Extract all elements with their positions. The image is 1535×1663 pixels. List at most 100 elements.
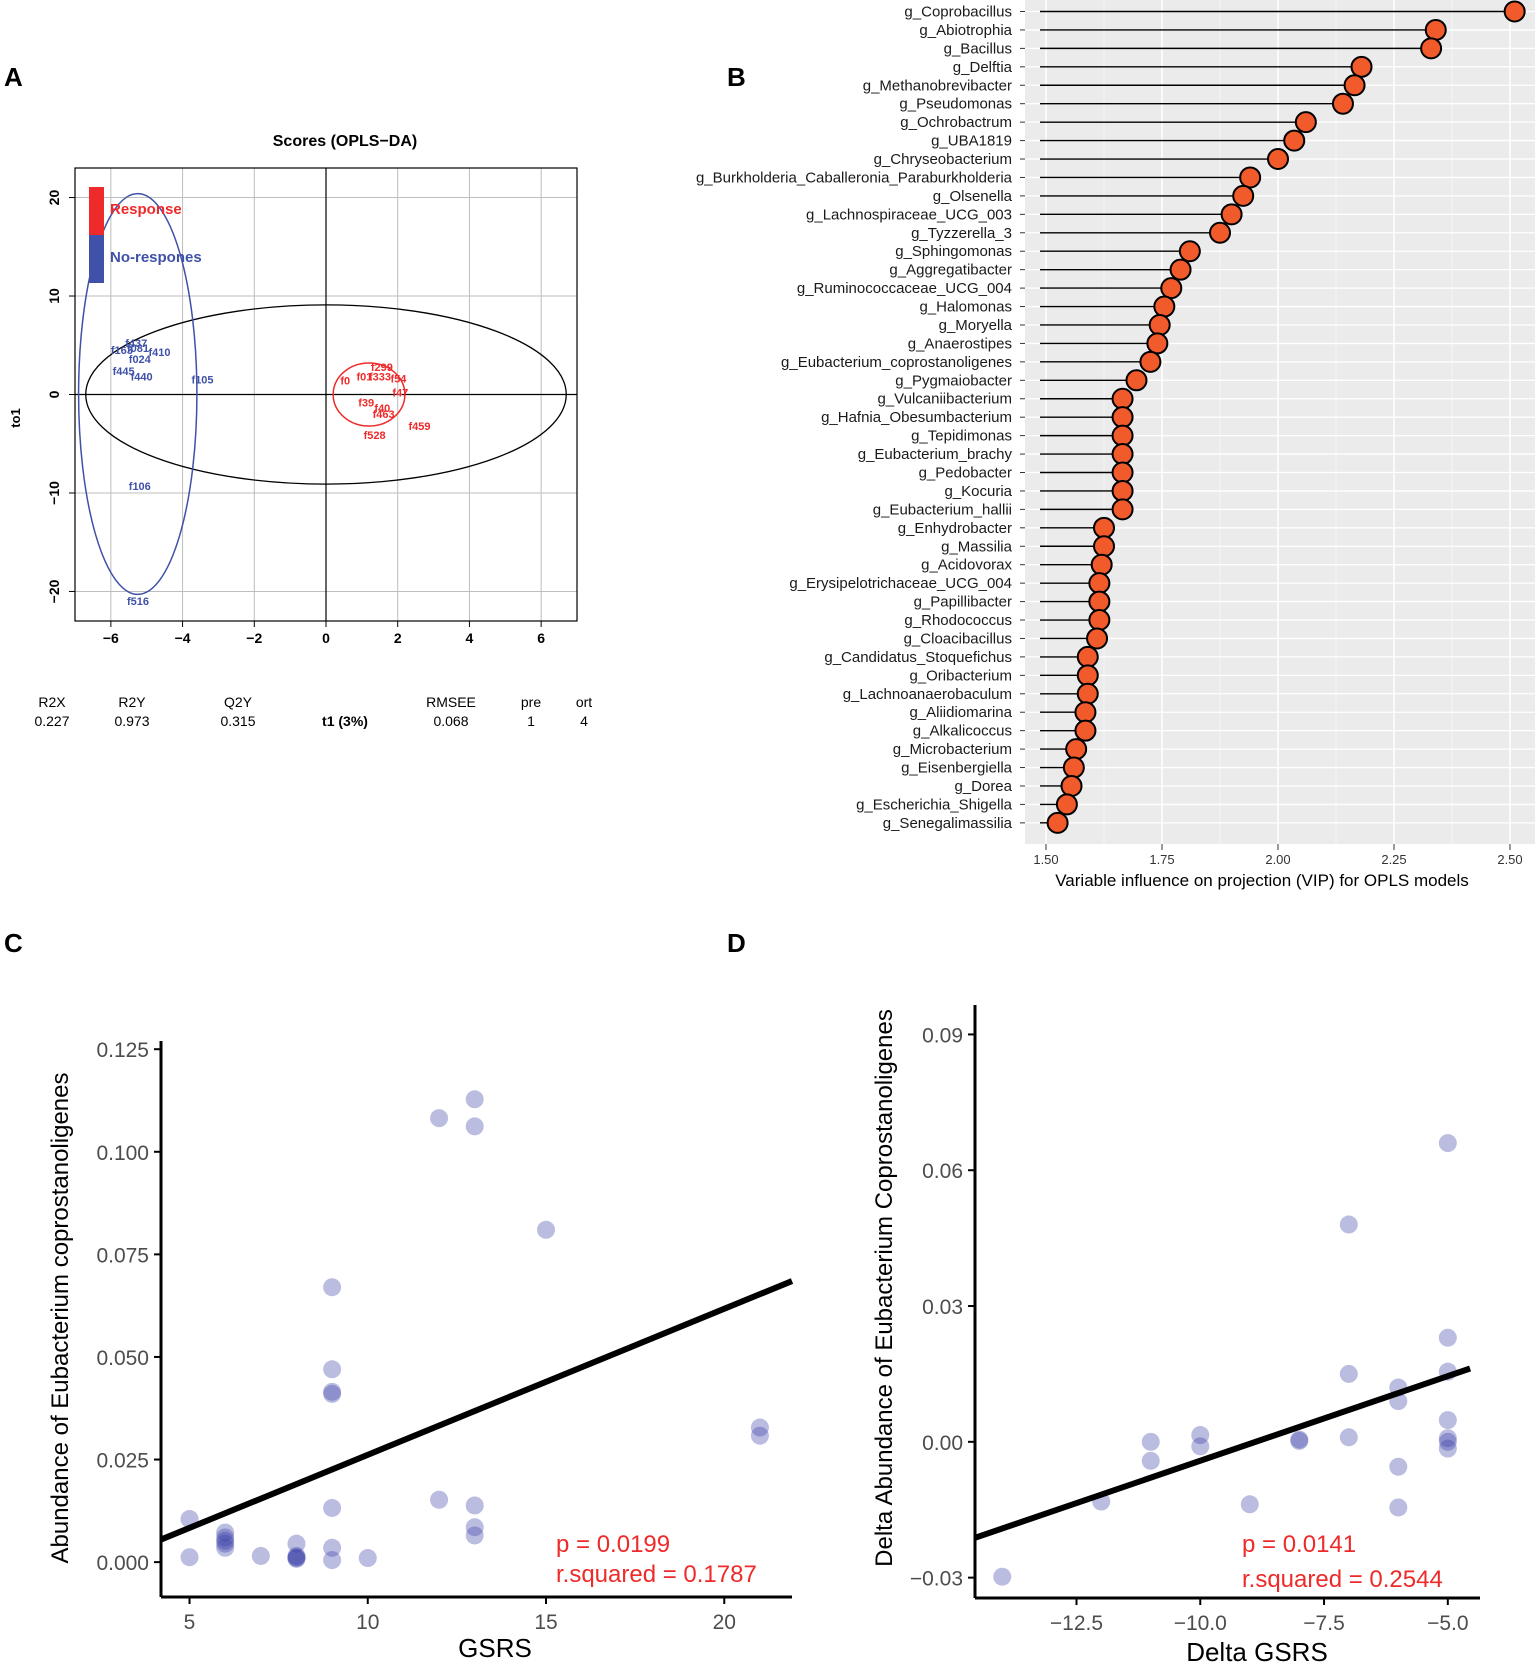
b-point	[1074, 701, 1097, 724]
b-category-label: g_Aliidiomarina	[909, 704, 1012, 721]
legend-label-no-response: No-respones	[110, 249, 202, 266]
stat-header-r2x: R2X	[38, 694, 66, 710]
c-point	[180, 1548, 199, 1567]
panel-d-axes: −12.5 −10.0 −7.5 −5.0 −0.03 0.00 0.03 0.06 0.09	[910, 1005, 1480, 1635]
d-point	[1141, 1451, 1160, 1470]
c-point	[216, 1538, 235, 1557]
b-category-label: g_Burkholderia_Caballeronia_Paraburkhold…	[696, 169, 1013, 186]
a-no-response-point: f105	[192, 375, 214, 387]
c-point	[323, 1384, 342, 1403]
d-y-tick-label: −0.03	[910, 1568, 963, 1591]
b-point	[1139, 350, 1162, 373]
panel-c-x-axis-label: GSRS	[458, 1633, 532, 1663]
d-y-tick-label: 0.06	[922, 1160, 963, 1183]
b-category-label: g_Eisenbergiella	[901, 760, 1013, 777]
panel-label-c: C	[4, 928, 23, 958]
b-category-label: g_Pseudomonas	[899, 96, 1012, 113]
b-category-label: g_Kocuria	[944, 483, 1012, 500]
c-x-tick-label: 10	[356, 1611, 379, 1634]
b-category-label: g_Ochrobactrum	[900, 114, 1012, 131]
d-point	[1438, 1439, 1457, 1458]
b-category-label: g_Anaerostipes	[908, 335, 1012, 352]
d-y-tick-label: 0.03	[922, 1296, 963, 1319]
b-point	[1111, 443, 1134, 466]
panel-d-r-squared: r.squared = 0.2544	[1242, 1566, 1443, 1593]
panel-c-y-axis-label: Abundance of Eubacterium coprostanoligen…	[47, 1073, 74, 1564]
c-point	[216, 1531, 235, 1550]
d-point	[1141, 1432, 1160, 1451]
c-point	[323, 1498, 342, 1517]
b-point	[1146, 332, 1169, 355]
d-point	[993, 1567, 1012, 1586]
b-point	[1086, 627, 1109, 650]
stat-header-rmsee: RMSEE	[426, 694, 476, 710]
b-point	[1090, 553, 1113, 576]
d-point	[1438, 1432, 1457, 1451]
b-category-label: g_Hafnia_Obesumbacterium	[821, 409, 1012, 426]
b-point	[1209, 221, 1231, 244]
d-point	[1191, 1426, 1210, 1445]
b-point	[1065, 738, 1088, 761]
b-category-label: g_Pygmaiobacter	[895, 372, 1012, 389]
panel-a-y-axis-label: to1	[8, 408, 23, 428]
b-category-label: g_Massilia	[941, 538, 1013, 555]
c-point	[465, 1117, 484, 1136]
a-response-point: f463	[373, 409, 395, 421]
b-category-label: g_Aggregatibacter	[889, 262, 1012, 279]
c-point	[465, 1518, 484, 1537]
c-y-tick-label: 0.100	[96, 1142, 149, 1165]
a-y-tick-label: 10	[46, 288, 62, 304]
b-category-label: g_Pedobacter	[919, 465, 1012, 482]
c-point	[323, 1382, 342, 1401]
a-no-response-point: f440	[131, 372, 153, 384]
a-x-tick-label: 6	[537, 630, 545, 646]
d-point	[1240, 1495, 1259, 1514]
panel-label-a: A	[4, 62, 23, 92]
d-point	[1290, 1431, 1309, 1450]
panel-a-legend: Response No-respones	[89, 187, 202, 283]
c-point	[465, 1526, 484, 1545]
panel-b-x-axis-label: Variable influence on projection (VIP) f…	[1055, 871, 1469, 890]
b-point	[1111, 406, 1134, 429]
b-category-label: g_Vulcaniibacterium	[877, 391, 1012, 408]
panel-c-axes: 5 10 15 20 0.000 0.025 0.050 0.075 0.100 0.125	[96, 1039, 792, 1634]
c-point	[287, 1548, 306, 1567]
legend-label-response: Response	[110, 201, 182, 218]
a-x-tick-label: 4	[466, 630, 474, 646]
b-category-label: g_Tepidimonas	[911, 428, 1012, 445]
c-x-tick-label: 15	[534, 1611, 557, 1634]
a-response-point: f54	[391, 374, 408, 386]
b-category-label: g_Ruminococcaceae_UCG_004	[797, 280, 1012, 297]
b-category-label: g_Cloacibacillus	[904, 630, 1012, 647]
c-y-tick-label: 0.050	[96, 1347, 149, 1370]
b-x-tick-label: 2.00	[1265, 852, 1290, 867]
b-category-label: g_Delftia	[953, 59, 1013, 76]
b-point	[1055, 793, 1078, 816]
b-category-label: g_Senegalimassilia	[883, 815, 1013, 832]
b-category-label: g_Microbacterium	[893, 741, 1012, 758]
b-point	[1111, 479, 1134, 502]
c-point	[216, 1523, 235, 1542]
d-point	[1438, 1411, 1457, 1430]
b-point	[1283, 129, 1306, 152]
b-point	[1093, 535, 1115, 558]
b-point	[1111, 424, 1134, 447]
b-category-label: g_Abiotrophia	[919, 22, 1012, 39]
d-point	[1438, 1328, 1457, 1347]
a-no-response-point: f445	[113, 366, 135, 378]
b-category-label: g_Lachnoanaerobaculum	[843, 686, 1012, 703]
d-point	[1339, 1428, 1358, 1447]
d-regression-line	[974, 1365, 1472, 1541]
a-x-tick-label: −6	[103, 630, 119, 646]
a-no-response-ellipse	[77, 192, 198, 596]
a-plot-frame	[74, 167, 578, 622]
stat-value-pre: 1	[527, 713, 535, 729]
b-point	[1148, 313, 1171, 336]
a-x-tick-label: 2	[394, 630, 402, 646]
b-point	[1178, 240, 1201, 263]
a-x-tick-label: 0	[322, 630, 330, 646]
panel-label-b: B	[727, 62, 746, 92]
stat-header-q2y: Q2Y	[224, 694, 253, 710]
